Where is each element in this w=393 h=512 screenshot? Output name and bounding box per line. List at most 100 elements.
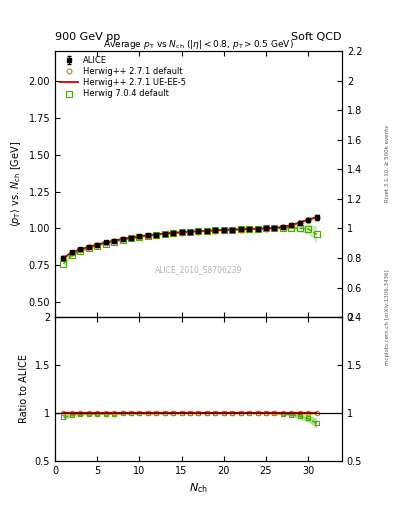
Text: ALICE_2010_S8706239: ALICE_2010_S8706239 xyxy=(155,265,242,274)
Herwig++ 2.7.1 default xyxy=(112,238,116,244)
Herwig 7.0.4 default xyxy=(264,225,268,231)
Herwig++ 2.7.1 UE-EE-5 xyxy=(154,231,159,238)
Herwig++ 2.7.1 UE-EE-5 xyxy=(86,244,91,250)
Herwig++ 2.7.1 default xyxy=(61,255,66,261)
Text: mcplots.cern.ch [arXiv:1306.3436]: mcplots.cern.ch [arXiv:1306.3436] xyxy=(385,270,390,365)
Herwig++ 2.7.1 UE-EE-5 xyxy=(188,228,193,234)
Herwig++ 2.7.1 UE-EE-5 xyxy=(70,249,74,255)
Herwig++ 2.7.1 default xyxy=(129,235,133,241)
Herwig++ 2.7.1 default xyxy=(162,231,167,237)
Herwig++ 2.7.1 UE-EE-5 xyxy=(281,224,285,230)
Herwig 7.0.4 default xyxy=(213,227,218,233)
Herwig++ 2.7.1 default xyxy=(137,233,142,240)
Herwig++ 2.7.1 default xyxy=(179,229,184,236)
Herwig++ 2.7.1 UE-EE-5 xyxy=(61,255,66,261)
Herwig 7.0.4 default xyxy=(196,228,201,234)
Herwig++ 2.7.1 default xyxy=(204,228,209,234)
Herwig++ 2.7.1 UE-EE-5 xyxy=(137,233,142,239)
Herwig++ 2.7.1 default xyxy=(103,240,108,246)
Line: Herwig++ 2.7.1 UE-EE-5: Herwig++ 2.7.1 UE-EE-5 xyxy=(63,217,317,258)
Herwig++ 2.7.1 UE-EE-5 xyxy=(306,217,310,223)
Herwig++ 2.7.1 UE-EE-5 xyxy=(145,232,150,238)
Herwig 7.0.4 default xyxy=(78,248,83,254)
Herwig++ 2.7.1 default xyxy=(171,230,176,236)
Herwig 7.0.4 default xyxy=(179,229,184,236)
Herwig++ 2.7.1 default xyxy=(95,242,99,248)
Herwig++ 2.7.1 default xyxy=(281,224,285,230)
Herwig++ 2.7.1 default xyxy=(298,220,302,226)
Herwig 7.0.4 default xyxy=(145,233,150,239)
Herwig++ 2.7.1 default xyxy=(289,222,294,228)
Herwig++ 2.7.1 default xyxy=(247,226,252,232)
Herwig++ 2.7.1 default xyxy=(145,232,150,239)
Herwig++ 2.7.1 UE-EE-5 xyxy=(196,228,201,234)
Herwig++ 2.7.1 default xyxy=(221,227,226,233)
Herwig++ 2.7.1 UE-EE-5 xyxy=(238,226,243,232)
Herwig++ 2.7.1 default xyxy=(70,250,74,256)
Herwig 7.0.4 default xyxy=(188,229,193,235)
Herwig 7.0.4 default xyxy=(204,228,209,234)
Herwig++ 2.7.1 UE-EE-5 xyxy=(314,214,319,220)
Herwig++ 2.7.1 default xyxy=(230,227,235,233)
Herwig 7.0.4 default xyxy=(112,239,116,245)
Herwig++ 2.7.1 default xyxy=(272,225,277,231)
Y-axis label: $\langle p_{\rm T}\rangle$ vs. $N_{\rm ch}$ [GeV]: $\langle p_{\rm T}\rangle$ vs. $N_{\rm c… xyxy=(9,141,23,227)
Herwig 7.0.4 default xyxy=(272,225,277,231)
Herwig++ 2.7.1 UE-EE-5 xyxy=(78,246,83,252)
Herwig 7.0.4 default xyxy=(162,231,167,237)
Herwig++ 2.7.1 UE-EE-5 xyxy=(103,239,108,245)
Herwig++ 2.7.1 UE-EE-5 xyxy=(255,225,260,231)
Herwig++ 2.7.1 UE-EE-5 xyxy=(213,227,218,233)
Herwig++ 2.7.1 default xyxy=(154,232,159,238)
Herwig 7.0.4 default xyxy=(61,261,66,267)
Herwig 7.0.4 default xyxy=(129,236,133,242)
Herwig++ 2.7.1 default xyxy=(196,228,201,234)
Herwig++ 2.7.1 UE-EE-5 xyxy=(204,228,209,234)
Herwig 7.0.4 default xyxy=(306,226,310,232)
Herwig 7.0.4 default xyxy=(281,225,285,231)
Herwig++ 2.7.1 default xyxy=(188,229,193,235)
Herwig 7.0.4 default xyxy=(70,252,74,258)
Herwig++ 2.7.1 default xyxy=(314,215,319,221)
Herwig 7.0.4 default xyxy=(95,243,99,249)
Herwig++ 2.7.1 UE-EE-5 xyxy=(247,226,252,232)
Herwig++ 2.7.1 UE-EE-5 xyxy=(264,225,268,231)
Herwig++ 2.7.1 default xyxy=(264,226,268,232)
Herwig++ 2.7.1 UE-EE-5 xyxy=(230,226,235,232)
Herwig++ 2.7.1 default xyxy=(255,226,260,232)
Herwig 7.0.4 default xyxy=(230,227,235,233)
Herwig++ 2.7.1 UE-EE-5 xyxy=(272,225,277,231)
Herwig++ 2.7.1 UE-EE-5 xyxy=(162,230,167,237)
Herwig 7.0.4 default xyxy=(120,237,125,243)
Line: Herwig++ 2.7.1 default: Herwig++ 2.7.1 default xyxy=(61,215,319,261)
Text: 900 GeV pp: 900 GeV pp xyxy=(55,32,120,42)
Herwig 7.0.4 default xyxy=(247,226,252,232)
Herwig 7.0.4 default xyxy=(103,241,108,247)
Herwig++ 2.7.1 default xyxy=(306,217,310,223)
Herwig++ 2.7.1 UE-EE-5 xyxy=(221,227,226,233)
Herwig 7.0.4 default xyxy=(154,232,159,238)
Herwig++ 2.7.1 UE-EE-5 xyxy=(289,222,294,228)
Herwig 7.0.4 default xyxy=(171,230,176,236)
Legend: ALICE, Herwig++ 2.7.1 default, Herwig++ 2.7.1 UE-EE-5, Herwig 7.0.4 default: ALICE, Herwig++ 2.7.1 default, Herwig++ … xyxy=(58,55,187,100)
Herwig 7.0.4 default xyxy=(86,245,91,251)
Herwig++ 2.7.1 UE-EE-5 xyxy=(95,242,99,248)
Herwig++ 2.7.1 UE-EE-5 xyxy=(298,219,302,225)
Y-axis label: Ratio to ALICE: Ratio to ALICE xyxy=(19,354,29,423)
Herwig++ 2.7.1 default xyxy=(120,237,125,243)
Herwig 7.0.4 default xyxy=(289,225,294,231)
Herwig 7.0.4 default xyxy=(221,227,226,233)
Herwig++ 2.7.1 UE-EE-5 xyxy=(179,229,184,235)
Text: Rivet 3.1.10, ≥ 500k events: Rivet 3.1.10, ≥ 500k events xyxy=(385,125,390,202)
Text: Soft QCD: Soft QCD xyxy=(292,32,342,42)
Herwig++ 2.7.1 default xyxy=(78,247,83,253)
Herwig 7.0.4 default xyxy=(255,226,260,232)
Herwig++ 2.7.1 default xyxy=(86,244,91,250)
Herwig++ 2.7.1 UE-EE-5 xyxy=(129,234,133,241)
Herwig++ 2.7.1 UE-EE-5 xyxy=(112,238,116,244)
Herwig 7.0.4 default xyxy=(314,231,319,238)
Herwig++ 2.7.1 default xyxy=(238,227,243,233)
X-axis label: $N_{\rm ch}$: $N_{\rm ch}$ xyxy=(189,481,208,495)
Herwig++ 2.7.1 UE-EE-5 xyxy=(120,236,125,242)
Herwig++ 2.7.1 UE-EE-5 xyxy=(171,230,176,236)
